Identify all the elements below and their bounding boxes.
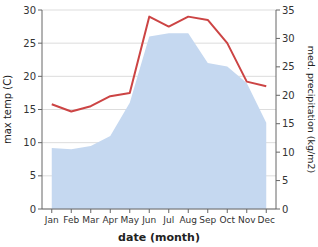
y-tick <box>38 109 42 110</box>
x-tick-label: Feb <box>63 215 79 225</box>
y-tick-label: 10 <box>23 137 36 148</box>
y-tick <box>38 43 42 44</box>
x-tick-label: Jul <box>162 215 174 225</box>
x-tick-label: Nov <box>238 215 256 225</box>
x-tick <box>266 209 267 213</box>
y2-tick-label: 25 <box>282 61 295 72</box>
y2-tick-label: 0 <box>282 204 288 215</box>
y-tick-label: 30 <box>23 5 36 16</box>
x-tick-label: Jun <box>141 215 156 225</box>
y2-tick-label: 20 <box>282 90 295 101</box>
x-tick <box>246 209 247 213</box>
x-tick <box>51 209 52 213</box>
y2-tick <box>276 10 280 11</box>
x-tick-label: May <box>120 215 139 225</box>
y2-tick <box>276 38 280 39</box>
y-tick <box>38 209 42 210</box>
y2-axis <box>276 10 277 209</box>
grid-line <box>42 10 276 11</box>
y-tick-label: 0 <box>30 204 36 215</box>
y2-tick-label: 10 <box>282 147 295 158</box>
y-tick-label: 25 <box>23 38 36 49</box>
x-tick-label: Aug <box>179 215 197 225</box>
y2-tick-label: 5 <box>282 175 288 186</box>
y-axis-label: max temp (C) <box>2 75 13 144</box>
y-tick <box>38 142 42 143</box>
x-tick <box>90 209 91 213</box>
y2-tick-label: 30 <box>282 33 295 44</box>
x-tick-label: Sep <box>199 215 216 225</box>
x-tick <box>207 209 208 213</box>
grid-line <box>42 209 276 210</box>
x-axis <box>42 209 276 210</box>
y-tick <box>38 175 42 176</box>
x-tick-label: Apr <box>102 215 118 225</box>
y-axis <box>42 10 43 209</box>
y-tick <box>38 10 42 11</box>
x-tick-label: Oct <box>219 215 235 225</box>
x-tick <box>188 209 189 213</box>
x-axis-label: date (month) <box>118 231 200 244</box>
y2-tick <box>276 209 280 210</box>
precipitation-area <box>52 33 267 209</box>
x-tick <box>129 209 130 213</box>
x-tick-label: Jan <box>44 215 59 225</box>
x-tick <box>168 209 169 213</box>
x-tick <box>71 209 72 213</box>
y-tick-label: 20 <box>23 71 36 82</box>
x-tick-label: Dec <box>258 215 275 225</box>
temperature-line <box>52 17 267 112</box>
y2-tick <box>276 180 280 181</box>
y-tick-label: 15 <box>23 104 36 115</box>
x-tick <box>110 209 111 213</box>
chart: 0 5 10 15 20 25 30 0 5 10 15 20 25 30 35 Jan FebMarAprMa… <box>0 0 318 247</box>
grid <box>42 10 276 209</box>
y2-tick <box>276 95 280 96</box>
y2-tick <box>276 152 280 153</box>
y2-tick <box>276 123 280 124</box>
x-tick <box>149 209 150 213</box>
y2-tick-label: 15 <box>282 118 295 129</box>
data <box>52 17 267 209</box>
y2-axis-label: med. precipitation (kg/m2) <box>306 46 317 173</box>
x-tick-label: Mar <box>82 215 99 225</box>
y-tick <box>38 76 42 77</box>
x-tick <box>227 209 228 213</box>
y2-tick <box>276 66 280 67</box>
y-tick-label: 5 <box>30 170 36 181</box>
y2-tick-label: 35 <box>282 5 295 16</box>
